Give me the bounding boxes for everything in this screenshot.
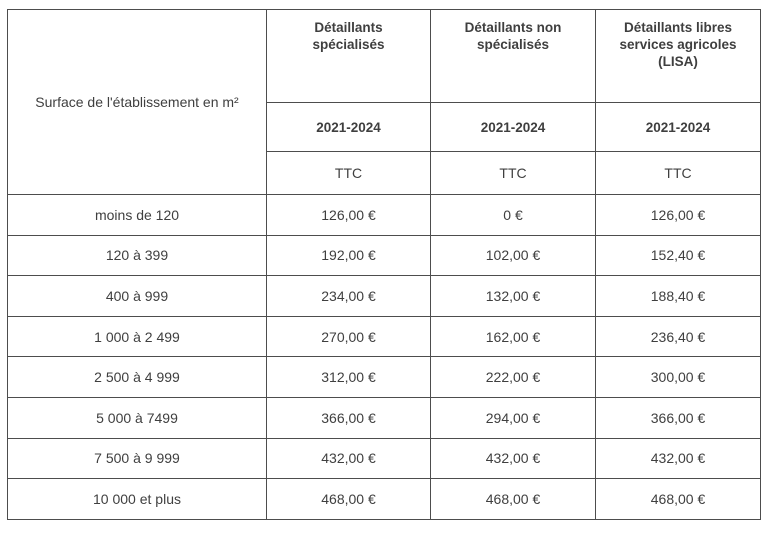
table-row: moins de 120 126,00 € 0 € 126,00 €	[7, 194, 761, 236]
price-cell: 102,00 €	[430, 234, 596, 277]
price-cell: 126,00 €	[266, 194, 431, 236]
price-cell: 222,00 €	[430, 356, 596, 398]
price-cell: 126,00 €	[595, 194, 761, 236]
price-cell: 0 €	[430, 194, 596, 236]
table-row: 10 000 et plus 468,00 € 468,00 € 468,00 …	[7, 478, 761, 520]
table-row: 5 000 à 7499 366,00 € 294,00 € 366,00 €	[7, 396, 761, 439]
tax-cell: TTC	[430, 151, 596, 195]
surface-cell: 400 à 999	[7, 275, 267, 317]
header-row-period: 2021-2024 2021-2024 2021-2024	[8, 102, 761, 152]
price-cell: 432,00 €	[595, 437, 761, 480]
price-cell: 366,00 €	[266, 396, 431, 439]
price-cell: 432,00 €	[430, 437, 596, 480]
price-cell: 152,40 €	[595, 234, 761, 277]
period-cell: 2021-2024	[430, 102, 596, 152]
price-cell: 468,00 €	[266, 478, 431, 520]
header-row-titles: Surface de l'établissement en m² Détaill…	[7, 9, 761, 195]
column-header-detaillants-non-specialises: Détaillants non spécialisés	[430, 9, 596, 103]
price-cell: 468,00 €	[430, 478, 596, 520]
surface-cell: moins de 120	[7, 194, 267, 236]
tax-cell: TTC	[595, 151, 761, 195]
table-row: 7 500 à 9 999 432,00 € 432,00 € 432,00 €	[7, 437, 761, 480]
table-row: 1 000 à 2 499 270,00 € 162,00 € 236,40 €	[7, 315, 761, 358]
table-row: 400 à 999 234,00 € 132,00 € 188,40 €	[7, 275, 761, 317]
price-cell: 432,00 €	[266, 437, 431, 480]
table-row: 120 à 399 192,00 € 102,00 € 152,40 €	[7, 234, 761, 277]
surface-cell: 7 500 à 9 999	[7, 437, 267, 480]
surface-cell: 5 000 à 7499	[7, 396, 267, 439]
pricing-table-container: Surface de l'établissement en m² Détaill…	[7, 9, 761, 520]
price-cell: 312,00 €	[266, 356, 431, 398]
period-cell: 2021-2024	[266, 102, 431, 152]
table-row: 2 500 à 4 999 312,00 € 222,00 € 300,00 €	[7, 356, 761, 398]
column-header-lisa: Détaillants libres services agricoles (L…	[595, 9, 761, 103]
price-cell: 300,00 €	[595, 356, 761, 398]
surface-cell: 1 000 à 2 499	[7, 315, 267, 358]
price-cell: 192,00 €	[266, 234, 431, 277]
surface-cell: 10 000 et plus	[7, 478, 267, 520]
price-cell: 294,00 €	[430, 396, 596, 439]
price-cell: 366,00 €	[595, 396, 761, 439]
column-header-detaillants-specialises: Détaillants spécialisés	[266, 9, 431, 103]
surface-column-header: Surface de l'établissement en m²	[7, 9, 267, 195]
price-cell: 270,00 €	[266, 315, 431, 358]
tax-cell: TTC	[266, 151, 431, 195]
price-cell: 188,40 €	[595, 275, 761, 317]
price-cell: 234,00 €	[266, 275, 431, 317]
price-cell: 468,00 €	[595, 478, 761, 520]
period-cell: 2021-2024	[595, 102, 761, 152]
surface-cell: 120 à 399	[7, 234, 267, 277]
price-cell: 236,40 €	[595, 315, 761, 358]
header-row-tax: TTC TTC TTC	[8, 151, 761, 195]
pricing-table: Surface de l'établissement en m² Détaill…	[7, 9, 761, 520]
surface-cell: 2 500 à 4 999	[7, 356, 267, 398]
price-cell: 162,00 €	[430, 315, 596, 358]
price-cell: 132,00 €	[430, 275, 596, 317]
